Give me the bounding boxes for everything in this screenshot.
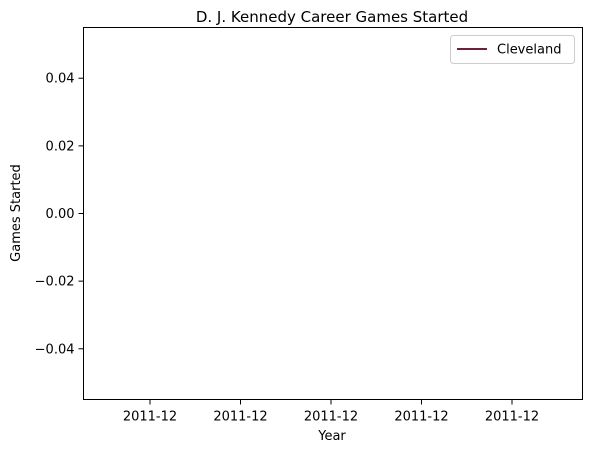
x-tick-label: 2011-12 bbox=[123, 410, 177, 425]
y-tick-label: 0.00 bbox=[46, 207, 75, 222]
y-tick-label: 0.02 bbox=[46, 139, 75, 154]
legend-box bbox=[450, 35, 575, 64]
plot-area bbox=[83, 27, 583, 400]
x-tick-label: 2011-12 bbox=[213, 410, 267, 425]
x-axis-label: Year bbox=[317, 429, 346, 444]
x-tick-label: 2011-12 bbox=[394, 410, 448, 425]
legend-label: Cleveland bbox=[497, 43, 561, 58]
x-axis: 2011-12 2011-12 2011-12 2011-12 2011-12 bbox=[123, 399, 539, 425]
y-axis-label: Games Started bbox=[9, 164, 24, 262]
x-tick-label: 2011-12 bbox=[304, 410, 358, 425]
chart-title: D. J. Kennedy Career Games Started bbox=[196, 8, 468, 26]
y-axis: 0.04 0.02 0.00 −0.02 −0.04 bbox=[35, 72, 84, 357]
legend: Cleveland bbox=[450, 35, 575, 64]
x-tick-label: 2011-12 bbox=[485, 410, 539, 425]
y-tick-label: −0.02 bbox=[35, 275, 75, 290]
y-tick-label: 0.04 bbox=[46, 72, 75, 87]
y-tick-label: −0.04 bbox=[35, 342, 75, 357]
